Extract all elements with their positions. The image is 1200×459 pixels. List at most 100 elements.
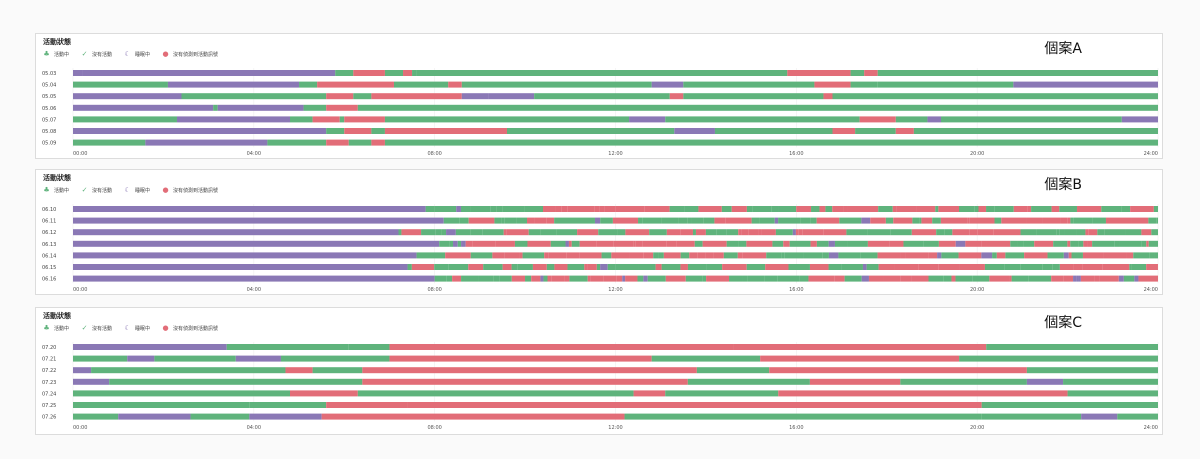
- legend-item-sleeping[interactable]: ☾ 睡眠中: [124, 187, 151, 195]
- status-segment: [441, 229, 447, 236]
- status-segment: [519, 252, 523, 259]
- status-segment: [624, 413, 982, 420]
- status-segment: [935, 206, 939, 212]
- legend-item-no-data[interactable]: ● 沒有偵測到活動訊號: [162, 187, 218, 195]
- status-segment: [944, 229, 953, 236]
- x-tick-label: 04:00: [247, 287, 261, 293]
- sitting-icon: ✓: [81, 324, 88, 332]
- status-segment: [499, 275, 512, 282]
- legend-item-active[interactable]: ♣ 活動中: [43, 325, 69, 333]
- x-tick-label: 16:00: [789, 287, 803, 293]
- status-segment: [691, 217, 704, 224]
- status-segment: [1051, 275, 1064, 282]
- x-tick-label: 12:00: [608, 287, 622, 293]
- x-tick-label: 16:00: [789, 151, 803, 157]
- status-segment: [73, 402, 250, 408]
- status-segment: [847, 206, 861, 212]
- status-segment: [771, 206, 779, 212]
- status-segment: [502, 206, 525, 212]
- status-segment: [651, 81, 684, 88]
- status-segment: [615, 206, 628, 212]
- status-segment: [1081, 413, 1118, 420]
- legend-item-stationary[interactable]: ✓ 沒有活動: [81, 186, 112, 195]
- status-segment: [1148, 217, 1157, 224]
- status-segment: [226, 344, 349, 350]
- status-segment: [883, 275, 901, 282]
- legend-item-sleeping[interactable]: ☾ 睡眠中: [124, 50, 150, 59]
- status-segment: [878, 264, 895, 270]
- status-segment: [1117, 413, 1158, 420]
- status-segment: [1059, 264, 1074, 270]
- legend-item-no-data[interactable]: ● 沒有偵測到活動訊號: [162, 325, 218, 333]
- status-segment: [1067, 217, 1071, 224]
- status-segment: [73, 355, 128, 362]
- row-label: 05.06: [42, 106, 56, 112]
- sitting-icon: ✓: [81, 186, 88, 194]
- bed-icon: ☾: [124, 50, 131, 58]
- status-segment: [816, 217, 840, 224]
- x-tick-label: 08:00: [427, 151, 441, 157]
- status-segment: [579, 240, 597, 247]
- legend-item-stationary[interactable]: ✓ 沒有活動: [81, 324, 112, 333]
- status-segment: [823, 93, 833, 100]
- status-segment: [784, 252, 804, 259]
- legend-label: 睡眠中: [135, 188, 151, 194]
- panel-title: 活動狀態: [43, 174, 71, 182]
- status-segment: [1031, 206, 1052, 212]
- legend-item-active[interactable]: ♣ 活動中: [43, 187, 70, 195]
- status-segment: [643, 252, 654, 259]
- status-segment: [412, 70, 417, 76]
- status-segment: [1013, 206, 1028, 212]
- status-segment: [1076, 206, 1102, 212]
- status-segment: [448, 264, 469, 270]
- status-segment: [73, 139, 146, 146]
- status-segment: [810, 240, 817, 247]
- status-segment: [705, 252, 714, 259]
- status-segment: [986, 206, 995, 212]
- status-segment: [554, 264, 568, 270]
- legend-item-active[interactable]: ♣ 活動中: [43, 51, 69, 59]
- status-segment: [1059, 229, 1065, 236]
- status-segment: [769, 367, 1027, 374]
- status-segment: [969, 229, 978, 236]
- status-segment: [633, 390, 666, 397]
- status-segment: [726, 229, 739, 236]
- status-segment: [936, 229, 945, 236]
- status-segment: [371, 139, 385, 146]
- status-segment: [384, 139, 1158, 146]
- status-segment: [637, 275, 644, 282]
- status-segment: [885, 217, 894, 224]
- status-segment: [844, 275, 862, 282]
- status-segment: [937, 252, 942, 259]
- status-segment: [977, 229, 994, 236]
- status-segment: [1149, 252, 1155, 259]
- status-segment: [737, 252, 743, 259]
- status-segment: [611, 252, 630, 259]
- status-segment: [73, 217, 444, 224]
- status-segment: [435, 229, 442, 236]
- legend-label: 活動中: [54, 188, 70, 194]
- status-segment: [1097, 229, 1105, 236]
- status-segment: [249, 402, 327, 408]
- status-segment: [495, 240, 515, 247]
- status-segment: [73, 70, 83, 76]
- status-segment: [764, 275, 778, 282]
- status-segment: [1141, 240, 1147, 247]
- legend-item-no-data[interactable]: ● 沒有偵測到活動訊號: [162, 51, 218, 59]
- status-segment: [661, 264, 681, 270]
- status-segment: [357, 390, 634, 397]
- row-label: 05.07: [42, 117, 56, 123]
- status-segment: [1126, 252, 1134, 259]
- legend-item-stationary[interactable]: ✓ 沒有活動: [81, 51, 112, 59]
- status-segment: [118, 413, 191, 420]
- status-segment: [1105, 217, 1132, 224]
- status-segment: [1042, 264, 1053, 270]
- status-segment: [1154, 252, 1158, 259]
- legend-item-sleeping[interactable]: ☾ 睡眠中: [124, 325, 150, 333]
- status-segment: [1131, 264, 1147, 270]
- status-segment: [478, 275, 494, 282]
- status-segment: [73, 378, 110, 385]
- status-segment: [403, 70, 413, 76]
- status-segment: [190, 413, 250, 420]
- status-segment: [470, 229, 483, 236]
